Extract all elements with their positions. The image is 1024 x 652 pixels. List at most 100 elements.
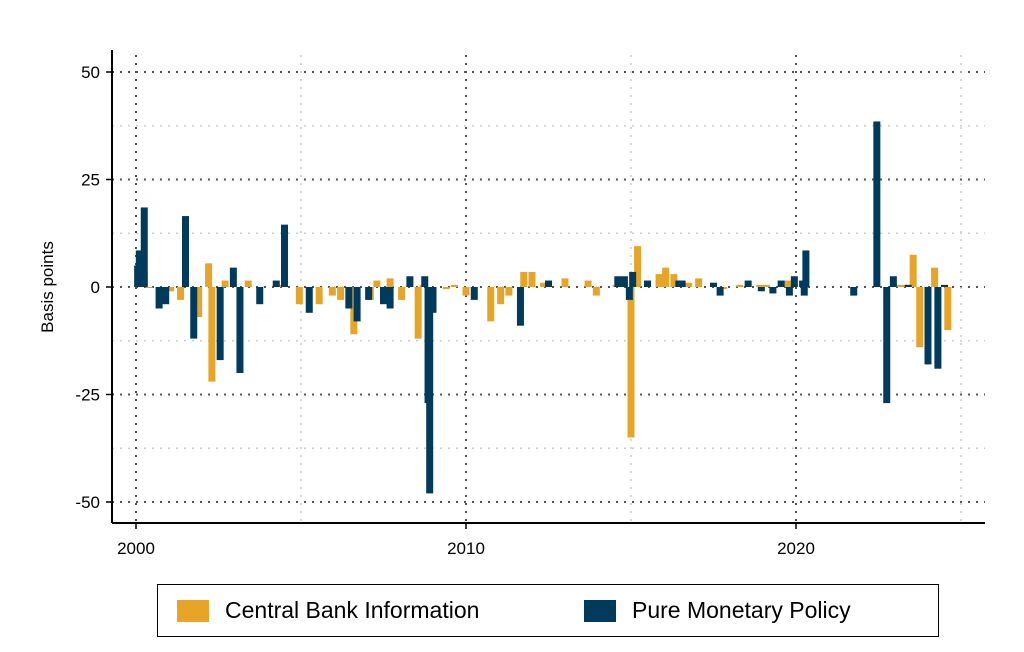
bar-pure-monetary-policy: [904, 284, 912, 287]
bar-central-bank-information: [177, 287, 185, 300]
bar-central-bank-information: [909, 254, 917, 287]
bar-pure-monetary-policy: [744, 280, 752, 287]
bar-central-bank-information: [944, 287, 952, 330]
legend-label-mp: Pure Monetary Policy: [632, 597, 851, 623]
bar-central-bank-information: [634, 246, 642, 287]
y-tick-label: 50: [81, 63, 100, 82]
bar-central-bank-information: [505, 287, 513, 296]
legend-label-cbi: Central Bank Information: [225, 597, 480, 623]
bar-central-bank-information: [931, 267, 939, 287]
bar-central-bank-information: [520, 271, 528, 287]
bar-chart: 50 25 0 -25 -50 2000 2010 2020 Basis points: [38, 50, 985, 558]
bar-pure-monetary-policy: [883, 287, 891, 404]
y-tick-label: 25: [81, 171, 100, 190]
bar-central-bank-information: [561, 278, 569, 287]
x-tick-label: 2010: [447, 539, 485, 558]
bar-pure-monetary-policy: [365, 287, 373, 300]
bar-pure-monetary-policy: [757, 287, 765, 292]
bar-central-bank-information: [462, 287, 470, 296]
bar-pure-monetary-policy: [614, 276, 622, 287]
bar-central-bank-information: [627, 287, 635, 438]
bar-pure-monetary-policy: [924, 287, 932, 365]
bar-central-bank-information: [695, 278, 703, 287]
bar-pure-monetary-policy: [256, 287, 264, 305]
bar-pure-monetary-policy: [516, 287, 524, 326]
legend-item-cbi: Central Bank Information: [177, 585, 479, 636]
bar-pure-monetary-policy: [850, 287, 858, 296]
bar-pure-monetary-policy: [135, 250, 143, 287]
bar-central-bank-information: [784, 280, 792, 287]
bar-central-bank-information: [295, 287, 303, 305]
bar-pure-monetary-policy: [236, 287, 244, 373]
bar-central-bank-information: [208, 287, 216, 382]
bar-pure-monetary-policy: [380, 287, 387, 305]
bar-pure-monetary-policy: [777, 280, 785, 287]
bar-central-bank-information: [167, 287, 175, 292]
bar-central-bank-information: [487, 287, 495, 322]
legend-item-mp: Pure Monetary Policy: [584, 585, 851, 636]
x-tick-label: 2000: [117, 539, 155, 558]
bar-central-bank-information: [195, 287, 203, 318]
bar-central-bank-information: [450, 284, 458, 287]
bar-pure-monetary-policy: [216, 287, 224, 361]
y-tick-label: -50: [75, 493, 100, 512]
bar-pure-monetary-policy: [545, 280, 552, 287]
bar-central-bank-information: [655, 274, 663, 287]
bar-pure-monetary-policy: [800, 287, 808, 296]
bar-pure-monetary-policy: [470, 287, 478, 300]
bar-pure-monetary-policy: [678, 280, 686, 287]
bar-central-bank-information: [528, 271, 536, 287]
bar-central-bank-information: [592, 287, 600, 296]
bar-central-bank-information: [916, 287, 924, 348]
bar-pure-monetary-policy: [406, 276, 414, 287]
bar-pure-monetary-policy: [305, 287, 313, 313]
axes: [106, 50, 985, 529]
bar-central-bank-information: [414, 287, 422, 339]
bar-central-bank-information: [145, 287, 153, 288]
bar-pure-monetary-policy: [162, 287, 170, 305]
bar-pure-monetary-policy: [644, 280, 651, 287]
bar-pure-monetary-policy: [426, 287, 434, 494]
bar-central-bank-information: [221, 280, 229, 287]
bar-pure-monetary-policy: [345, 287, 353, 309]
bar-central-bank-information: [894, 284, 902, 287]
bar-pure-monetary-policy: [421, 276, 429, 287]
bar-pure-monetary-policy: [785, 287, 793, 296]
bar-central-bank-information: [315, 287, 323, 305]
bar-central-bank-information: [386, 278, 394, 287]
bars: [134, 121, 952, 494]
bar-pure-monetary-policy: [716, 287, 724, 296]
bar-central-bank-information: [373, 280, 381, 287]
y-axis-title: Basis points: [38, 241, 57, 333]
bar-central-bank-information: [762, 284, 770, 287]
tick-labels: 50 25 0 -25 -50 2000 2010 2020: [75, 63, 814, 558]
bar-central-bank-information: [337, 287, 345, 300]
bar-pure-monetary-policy: [625, 287, 633, 300]
y-tick-label: -25: [75, 386, 100, 405]
bar-central-bank-information: [685, 282, 693, 287]
bar-pure-monetary-policy: [429, 287, 437, 313]
bar-central-bank-information: [670, 274, 678, 287]
bar-pure-monetary-policy: [182, 216, 189, 287]
bar-pure-monetary-policy: [873, 121, 881, 287]
bar-pure-monetary-policy: [620, 276, 628, 287]
bar-pure-monetary-policy: [629, 271, 637, 287]
bar-pure-monetary-policy: [281, 224, 288, 287]
bar-central-bank-information: [736, 284, 744, 287]
bar-pure-monetary-policy: [353, 287, 361, 322]
bar-pure-monetary-policy: [140, 207, 148, 287]
bar-central-bank-information: [244, 280, 252, 287]
bar-central-bank-information: [328, 287, 336, 296]
bar-pure-monetary-policy: [272, 280, 280, 287]
bar-pure-monetary-policy: [802, 250, 810, 287]
y-tick-label: 0: [91, 278, 100, 297]
x-tick-label: 2020: [777, 539, 815, 558]
bar-pure-monetary-policy: [710, 282, 717, 287]
bar-central-bank-information: [497, 287, 505, 305]
bar-pure-monetary-policy: [769, 287, 777, 294]
bar-central-bank-information: [584, 280, 592, 287]
bar-central-bank-information: [205, 263, 213, 287]
bar-pure-monetary-policy: [155, 287, 163, 309]
bar-pure-monetary-policy: [229, 267, 237, 287]
legend-swatch-mp: [584, 599, 616, 622]
